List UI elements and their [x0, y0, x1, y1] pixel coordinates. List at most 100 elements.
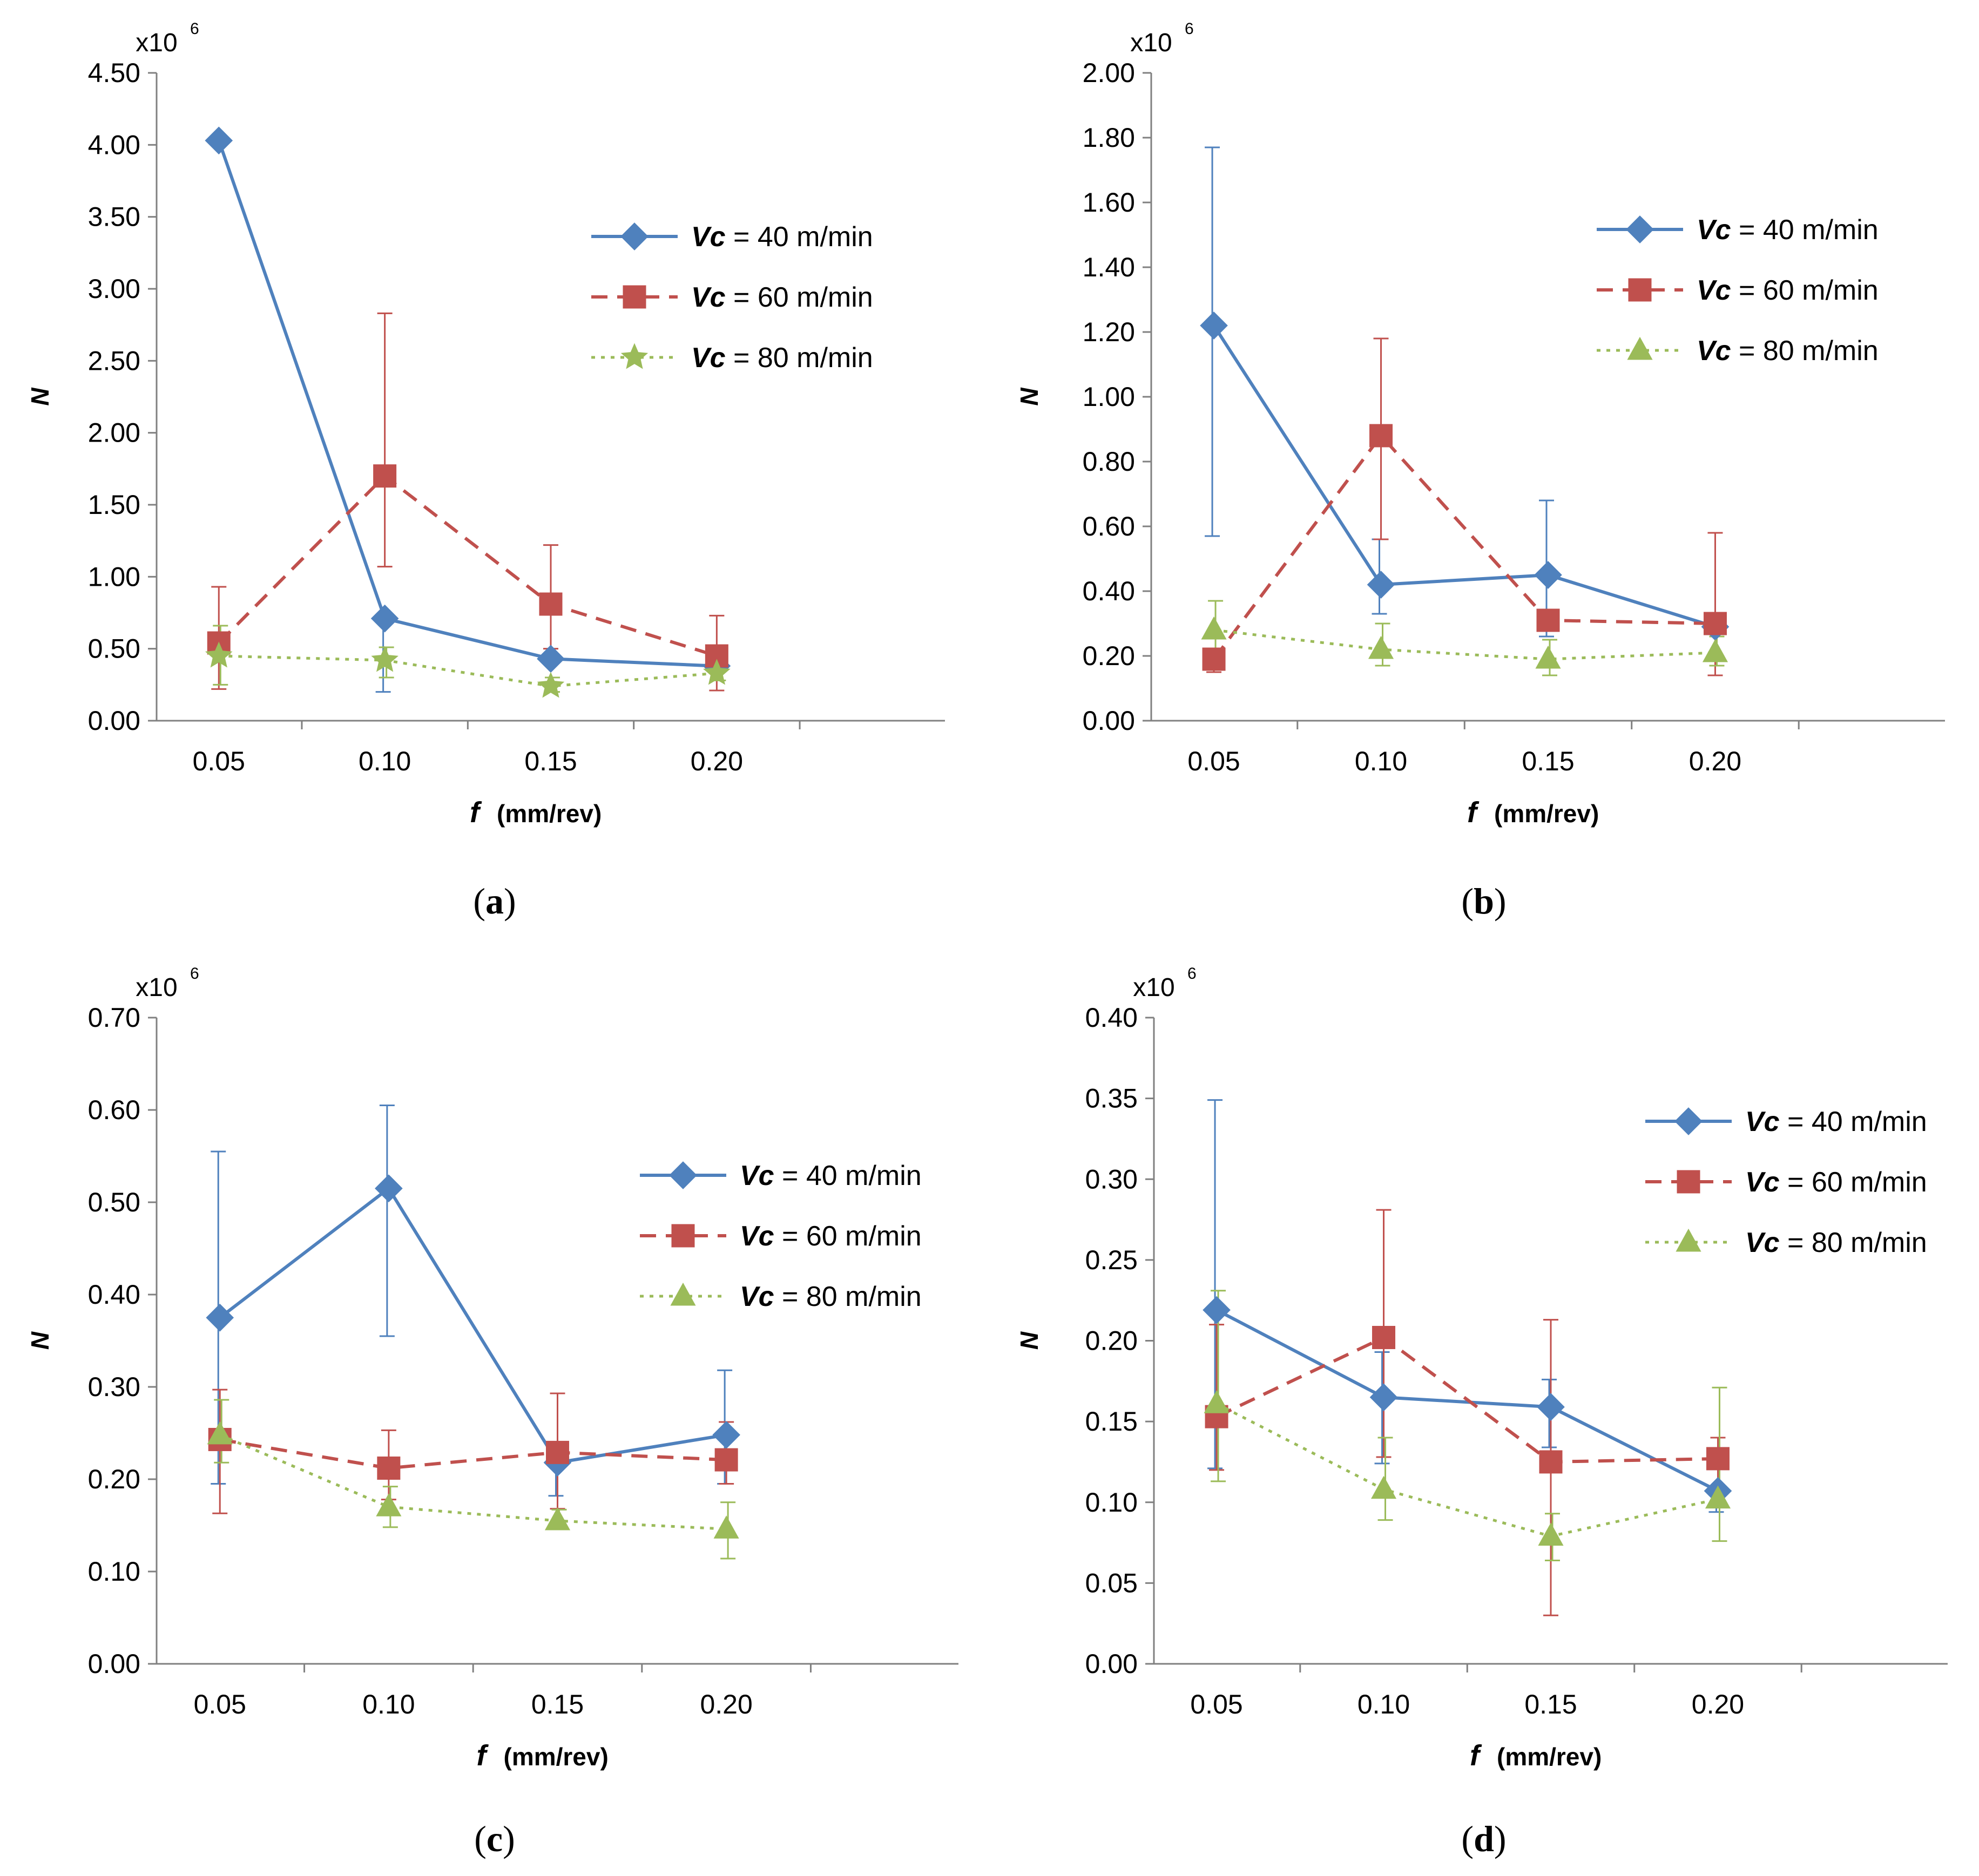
x-axis-label-symbol-d: f: [1470, 1739, 1482, 1772]
y-tick-label-c-4: 0.40: [88, 1279, 140, 1310]
x-axis-label-units-a: (mm/rev): [497, 800, 602, 828]
x-tick-label-a-2: 0.15: [524, 746, 577, 776]
series-line-a-1: [218, 474, 718, 658]
data-point-c-2-3: [713, 1515, 739, 1539]
legend-marker-c-1: [671, 1224, 695, 1248]
x-tick-label-c-3: 0.20: [700, 1689, 752, 1719]
data-point-d-1-1: [1372, 1326, 1396, 1350]
legend-text-a-1: = 60 m/min: [726, 282, 873, 313]
legend-marker-c-0: [669, 1161, 697, 1189]
series-line-c-1: [219, 1438, 727, 1470]
data-point-a-1-2: [539, 592, 563, 616]
error-bars-b-2: [1208, 600, 1725, 676]
y-tick-label-c-1: 0.10: [88, 1556, 140, 1587]
legend-symbol-a-0: Vc: [691, 221, 726, 253]
x-axis-label-units-c: (mm/rev): [504, 1743, 609, 1771]
legend-marker-c-2: [670, 1282, 696, 1306]
x-tick-label-c-0: 0.05: [194, 1689, 246, 1719]
legend-symbol-d-2: Vc: [1745, 1227, 1780, 1258]
y-tick-label-a-6: 3.00: [88, 274, 140, 304]
legend-label-b-0: Vc = 40 m/min: [1697, 214, 1879, 246]
data-point-a-2-1: [371, 646, 398, 672]
data-point-b-1-1: [1369, 424, 1393, 448]
data-point-c-0-3: [712, 1421, 740, 1449]
legend-marker-a-2: [620, 343, 649, 369]
legend-symbol-b-0: Vc: [1697, 214, 1731, 246]
y-tick-label-b-9: 1.80: [1083, 123, 1135, 153]
y-tick-label-b-3: 0.60: [1083, 511, 1135, 541]
y-tick-label-d-6: 0.30: [1085, 1164, 1138, 1194]
scale-label-c: x10: [136, 973, 177, 1002]
panel-caption-c: (c): [474, 1818, 515, 1859]
y-tick-label-d-4: 0.20: [1085, 1326, 1138, 1356]
series-line-c-2: [219, 1433, 727, 1530]
data-point-a-0-2: [537, 645, 565, 673]
y-tick-label-d-7: 0.35: [1085, 1083, 1138, 1114]
data-point-d-2-2: [1538, 1522, 1564, 1546]
y-tick-label-d-0: 0.00: [1085, 1649, 1138, 1679]
legend-label-d-0: Vc = 40 m/min: [1745, 1106, 1927, 1137]
y-tick-label-d-5: 0.25: [1085, 1245, 1138, 1275]
legend-text-c-1: = 60 m/min: [774, 1221, 922, 1252]
chart-c-svg: 0.00 0.10 0.20 0.30 0.40 0.50 0.60 0.70 0.05 0.10…: [26, 965, 958, 1772]
scale-exponent-d: 6: [1187, 965, 1197, 983]
legend-text-d-2: = 80 m/min: [1780, 1227, 1927, 1258]
legend-label-d-1: Vc = 60 m/min: [1745, 1167, 1927, 1198]
data-point-c-0-1: [375, 1174, 403, 1203]
y-axis-label-d: N: [1015, 1331, 1043, 1350]
x-tick-label-b-1: 0.10: [1355, 746, 1407, 776]
panel-caption-d: (d): [1461, 1818, 1507, 1859]
panel-label-d: d: [1474, 1818, 1494, 1859]
legend-text-b-0: = 40 m/min: [1731, 214, 1879, 246]
legend-text-c-0: = 40 m/min: [774, 1160, 922, 1191]
series-line-a-0: [217, 140, 717, 668]
x-tick-label-a-3: 0.20: [691, 746, 743, 776]
legend-symbol-c-1: Vc: [740, 1221, 774, 1252]
data-point-a-2-3: [703, 659, 731, 685]
data-point-c-1-1: [377, 1456, 401, 1480]
x-tick-label-c-2: 0.15: [531, 1689, 584, 1719]
y-axis-label-a: N: [26, 388, 54, 406]
legend-marker-b-2: [1627, 336, 1653, 360]
x-tick-label-a-0: 0.05: [193, 746, 245, 776]
legend-text-b-2: = 80 m/min: [1731, 335, 1879, 367]
x-tick-label-d-3: 0.20: [1692, 1689, 1744, 1719]
legend-symbol-a-1: Vc: [691, 282, 726, 313]
x-axis-label-symbol-c: f: [477, 1739, 489, 1772]
legend-text-d-1: = 60 m/min: [1780, 1167, 1927, 1198]
error-bars-b-1: [1206, 337, 1723, 676]
chart-a-svg: 0.00 0.50 1.00 1.50 2.00 2.50 3.00 3.50 4.00 4.50…: [26, 20, 945, 829]
legend-symbol-c-0: Vc: [740, 1160, 774, 1191]
series-line-c-0: [219, 1187, 727, 1465]
y-axis-label-b: N: [1015, 388, 1043, 406]
error-bars-c-1: [212, 1389, 734, 1514]
legend-label-c-0: Vc = 40 m/min: [740, 1160, 922, 1191]
data-point-b-0-0: [1200, 311, 1228, 340]
panel-caption-a: (a): [473, 881, 516, 922]
data-point-a-2-2: [537, 672, 565, 698]
panel-label-b: b: [1474, 881, 1494, 922]
legend-label-b-2: Vc = 80 m/min: [1697, 335, 1879, 367]
legend-symbol-a-2: Vc: [691, 342, 726, 374]
x-tick-label-b-0: 0.05: [1187, 746, 1240, 776]
x-tick-label-c-1: 0.10: [362, 1689, 415, 1719]
legend-label-a-2: Vc = 80 m/min: [691, 342, 873, 374]
y-tick-label-a-2: 1.00: [88, 561, 140, 592]
data-point-b-1-0: [1202, 647, 1226, 671]
scale-label-d: x10: [1133, 973, 1174, 1002]
data-point-d-0-2: [1537, 1393, 1565, 1421]
series-line-b-2: [1213, 628, 1715, 661]
y-tick-label-a-0: 0.00: [88, 706, 140, 736]
legend-marker-d-1: [1677, 1170, 1700, 1194]
y-axis-label-c: N: [26, 1331, 54, 1350]
scale-label-b: x10: [1130, 29, 1172, 57]
legend-marker-d-2: [1676, 1228, 1701, 1252]
legend-label-c-2: Vc = 80 m/min: [740, 1281, 922, 1312]
data-point-d-0-1: [1369, 1383, 1398, 1412]
y-tick-label-a-9: 4.50: [88, 58, 140, 88]
y-tick-label-c-6: 0.60: [88, 1095, 140, 1125]
chart-panel-d: 0.00 0.05 0.10 0.15 0.20 0.25 0.30 0.35 0.40 0.05…: [989, 938, 1978, 1875]
scale-label-a: x10: [136, 29, 177, 57]
legend-marker-d-0: [1674, 1107, 1703, 1135]
x-tick-label-a-1: 0.10: [359, 746, 411, 776]
